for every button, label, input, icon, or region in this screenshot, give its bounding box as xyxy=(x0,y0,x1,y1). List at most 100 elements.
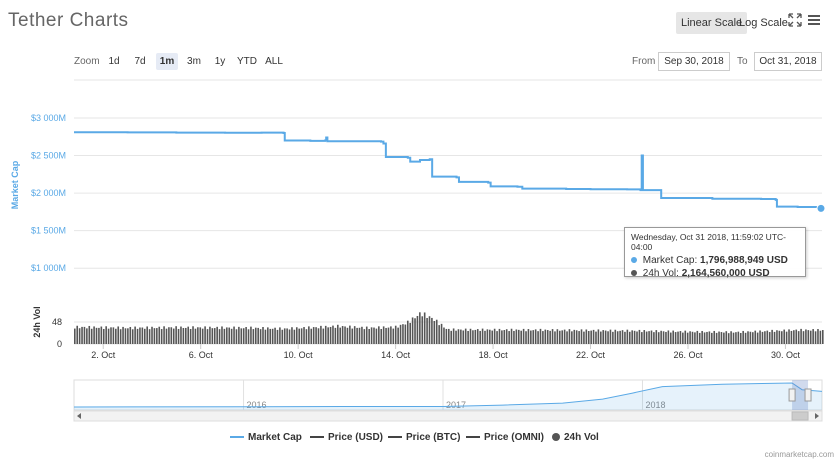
volume-bar xyxy=(351,328,354,344)
zoom-1m-button[interactable]: 1m xyxy=(156,53,178,70)
volume-bar xyxy=(612,331,614,344)
volume-bar xyxy=(744,332,747,344)
volume-bar xyxy=(327,327,329,344)
volume-bar xyxy=(199,327,202,344)
hamburger-menu-icon[interactable] xyxy=(806,13,822,31)
volume-bar xyxy=(653,332,655,344)
volume-bar xyxy=(713,330,716,344)
volume-bar xyxy=(793,330,795,344)
credit-link[interactable]: coinmarketcap.com xyxy=(764,450,834,459)
volume-bar xyxy=(363,329,366,344)
volume-bar xyxy=(112,327,115,344)
volume-bar xyxy=(194,328,197,344)
legend-label: Price (USD) xyxy=(328,432,384,443)
volume-bar xyxy=(397,327,399,344)
volume-bar xyxy=(566,331,568,344)
volume-bar xyxy=(252,329,255,344)
zoom-3m-button[interactable]: 3m xyxy=(187,56,201,67)
volume-bar xyxy=(636,331,638,344)
volume-bar xyxy=(542,331,544,344)
volume-bar xyxy=(431,317,433,344)
volume-bar xyxy=(460,329,462,344)
legend-market-cap[interactable]: Market Cap xyxy=(230,432,302,443)
scrollbar-thumb xyxy=(791,411,809,421)
zoom-7d-button[interactable]: 7d xyxy=(134,56,146,67)
volume-bar xyxy=(276,329,279,344)
volume-bar xyxy=(378,326,380,344)
volume-bar xyxy=(513,330,515,344)
volume-bar xyxy=(520,330,522,344)
volume-bar xyxy=(764,331,766,344)
volume-bar xyxy=(242,328,245,344)
volume-bar xyxy=(568,329,571,344)
volume-bar xyxy=(216,326,218,344)
volume-bar xyxy=(223,328,226,344)
volume-bar xyxy=(168,327,170,344)
volume-bar xyxy=(590,330,592,344)
volume-bar xyxy=(621,330,624,344)
expand-arrows-icon[interactable] xyxy=(787,13,803,31)
volume-bar xyxy=(677,331,679,344)
legend-price-omni[interactable]: Price (OMNI) xyxy=(466,432,544,443)
volume-bar xyxy=(423,312,426,344)
volume-bar xyxy=(742,330,744,344)
volume-bar xyxy=(773,331,776,344)
linear-scale-button[interactable]: Linear Scale xyxy=(676,12,748,34)
volume-bar xyxy=(88,325,91,344)
volume-bar xyxy=(445,328,448,344)
tooltip-title: Wednesday, Oct 31 2018, 11:59:02 UTC-04:… xyxy=(631,232,786,252)
volume-bar xyxy=(230,328,233,344)
from-label: From xyxy=(632,56,656,67)
volume-bar xyxy=(250,326,252,344)
volume-bar xyxy=(628,331,631,344)
volume-bar xyxy=(662,331,665,344)
volume-bar xyxy=(295,327,298,344)
volume-bar xyxy=(723,332,725,344)
volume-bar xyxy=(556,329,559,344)
legend-dot-icon xyxy=(552,433,560,442)
x-axis-tick-label: 14. Oct xyxy=(381,350,411,360)
volume-bar xyxy=(448,328,450,344)
log-scale-button[interactable]: Log Scale xyxy=(739,17,788,29)
y-axis-tick-label: $1 500M xyxy=(31,226,66,236)
volume-bar xyxy=(737,331,740,344)
volume-bar xyxy=(783,329,785,344)
volume-bar xyxy=(780,331,783,344)
volume-bar xyxy=(312,327,315,344)
zoom-ytd-button[interactable]: YTD xyxy=(237,56,257,67)
volume-bar xyxy=(409,322,411,344)
page-title: Tether Charts xyxy=(8,10,129,31)
volume-bar xyxy=(74,328,76,344)
volume-bar xyxy=(464,328,467,344)
from-date-input[interactable]: Sep 30, 2018 xyxy=(658,52,730,71)
to-date-input[interactable]: Oct 31, 2018 xyxy=(754,52,822,71)
volume-bar xyxy=(209,326,211,344)
volume-bar xyxy=(597,329,600,344)
volume-bar xyxy=(83,326,86,344)
volume-bar xyxy=(809,330,812,344)
volume-bar xyxy=(127,328,129,344)
volume-bar xyxy=(165,328,168,344)
volume-bar xyxy=(259,329,262,344)
volume-bar xyxy=(498,328,501,344)
volume-bar xyxy=(346,327,349,344)
volume-bar xyxy=(684,330,687,344)
volume-bar xyxy=(158,326,161,344)
legend-price-btc[interactable]: Price (BTC) xyxy=(388,432,460,443)
zoom-1d-button[interactable]: 1d xyxy=(108,56,120,67)
zoom-label: Zoom xyxy=(74,56,100,67)
legend-price-usd[interactable]: Price (USD) xyxy=(310,432,383,443)
y-axis-title: Market Cap xyxy=(10,160,20,209)
volume-bar xyxy=(759,330,761,344)
volume-bar xyxy=(271,328,274,344)
zoom-all-button[interactable]: ALL xyxy=(265,56,283,67)
volume-bar xyxy=(484,330,486,344)
volume-bar xyxy=(696,330,699,344)
volume-bar xyxy=(711,332,713,344)
volume-bar xyxy=(245,327,247,344)
navigator-tick-label: 2017 xyxy=(446,400,466,410)
volume-bar xyxy=(631,330,633,344)
zoom-1y-button[interactable]: 1y xyxy=(214,56,226,67)
legend-24h-vol[interactable]: 24h Vol xyxy=(552,432,599,443)
tooltip-market-cap-label: Market Cap: xyxy=(642,255,698,266)
